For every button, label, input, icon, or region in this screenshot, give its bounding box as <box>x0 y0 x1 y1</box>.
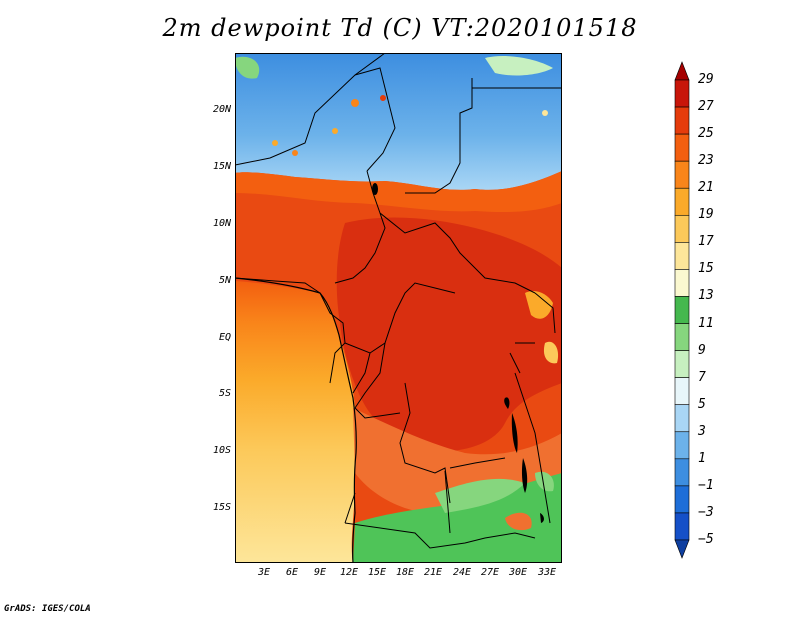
legend-label: 27 <box>698 99 714 115</box>
lon-label: 30E <box>508 567 528 578</box>
lon-label: 12E <box>339 567 359 578</box>
legend-label: 3 <box>698 423 706 439</box>
map-title: 2m dewpoint Td (C) VT:2020101518 <box>162 14 638 42</box>
colorbar-bin <box>674 61 690 81</box>
colorbar-bin <box>674 79 690 108</box>
legend-label: 17 <box>698 234 714 250</box>
lon-label: 18E <box>395 567 415 578</box>
legend-label: −5 <box>698 532 714 547</box>
colorbar-bin <box>674 323 690 351</box>
colorbar-bin <box>674 512 690 541</box>
legend-label: 13 <box>698 288 714 304</box>
dewpoint-map[interactable] <box>235 53 562 563</box>
legend-label: 29 <box>698 72 714 87</box>
colorbar-bin <box>674 106 690 135</box>
colorbar-bin <box>674 539 690 559</box>
legend-label: 25 <box>698 126 714 142</box>
colorbar-bin <box>674 458 690 487</box>
map-canvas <box>235 53 562 563</box>
lon-label: 33E <box>537 567 557 578</box>
colorbar-bin <box>674 214 690 243</box>
colorbar-bin <box>674 296 690 324</box>
colorbar <box>674 61 690 559</box>
lat-label: EQ <box>218 332 231 343</box>
legend-label: 11 <box>698 315 714 331</box>
colorbar-bin <box>674 485 690 514</box>
lon-label: 6E <box>285 567 299 578</box>
colorbar-bin <box>674 187 690 216</box>
colorbar-bin <box>674 269 690 297</box>
lon-label: 15E <box>367 567 387 578</box>
colorbar-bin <box>674 133 690 162</box>
legend-label: 19 <box>698 207 714 223</box>
colorbar-bin <box>674 160 690 189</box>
legend-label: 9 <box>698 342 706 358</box>
lat-label: 5S <box>218 388 231 399</box>
legend-label: −1 <box>698 477 714 493</box>
lat-label: 15S <box>212 502 231 513</box>
legend-label: 1 <box>698 450 706 466</box>
legend-label: 21 <box>698 180 714 196</box>
lon-label: 3E <box>257 567 271 578</box>
lat-label: 10N <box>212 218 231 229</box>
colorbar-bin <box>674 377 690 406</box>
legend-label: 5 <box>698 396 706 412</box>
color-legend: 29 27 25 23 21 19 17 15 13 11 9 7 5 3 1 −1 −3 −5 <box>670 60 790 560</box>
legend-label: 23 <box>698 153 714 169</box>
lon-label: 21E <box>423 567 443 578</box>
colorbar-bin <box>674 404 690 433</box>
legend-label: −3 <box>698 504 714 520</box>
lat-label: 5N <box>218 275 231 286</box>
lat-label: 10S <box>212 445 231 456</box>
colorbar-bin <box>674 350 690 378</box>
legend-label: 7 <box>698 369 706 385</box>
legend-label: 15 <box>698 261 714 277</box>
colorbar-bin <box>674 242 690 270</box>
colorbar-bin <box>674 431 690 460</box>
lon-label: 27E <box>480 567 500 578</box>
lon-label: 24E <box>452 567 472 578</box>
lon-label: 9E <box>313 567 327 578</box>
grads-credit: GrADS: IGES/COLA <box>4 604 91 614</box>
lat-label: 20N <box>212 104 231 115</box>
lat-label: 15N <box>212 161 231 172</box>
